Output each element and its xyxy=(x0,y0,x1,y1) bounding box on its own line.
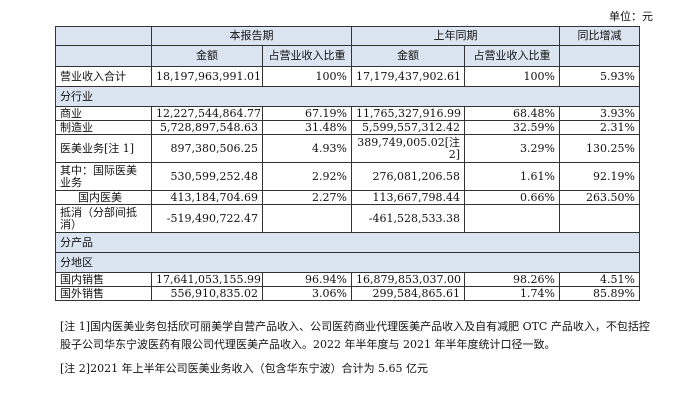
table-row: 商业 12,227,544,864.77 67.19% 11,765,327,9… xyxy=(55,106,640,121)
prior-share: 0.66% xyxy=(464,190,560,205)
row-label: 抵消（分部间抵消） xyxy=(55,204,152,233)
footnote-2: [注 2]2021 年上半年公司医美业务收入（包含华东宁波）合计为 5.65 亿… xyxy=(60,362,429,375)
row-label: 制造业 xyxy=(55,120,152,135)
yoy-change xyxy=(559,204,640,233)
prior-amount: 113,667,798.44 xyxy=(351,190,465,205)
header-yoy: 同比增减 xyxy=(559,26,640,46)
prior-share: 100% xyxy=(464,66,560,87)
prior-amount: -461,528,533.38 xyxy=(351,204,465,233)
prior-amount: 11,765,327,916.99 xyxy=(351,106,465,121)
current-amount: 897,380,506.25 xyxy=(151,134,263,163)
prior-amount: 17,179,437,902.61 xyxy=(351,66,465,87)
current-share xyxy=(262,204,352,233)
row-label: 国外销售 xyxy=(55,286,152,301)
footnote-1: [注 1]国内医美业务包括欣可丽美学自营产品收入、公司医药商业代理医美产品收入及… xyxy=(60,320,650,351)
prior-share: 32.59% xyxy=(464,120,560,135)
prior-share: 1.74% xyxy=(464,286,560,301)
table-row: 其中：国际医美业务 530,599,252.48 2.92% 276,081,2… xyxy=(55,162,640,191)
prior-amount: 276,081,206.58 xyxy=(351,162,465,191)
row-label: 营业收入合计 xyxy=(55,66,152,87)
current-amount: 530,599,252.48 xyxy=(151,162,263,191)
section-label: 分行业 xyxy=(55,86,640,107)
table-row: 抵消（分部间抵消） -519,490,722.47 -461,528,533.3… xyxy=(55,204,640,233)
prior-amount: 389,749,005.02[注2] xyxy=(351,134,465,163)
prior-share xyxy=(464,204,560,233)
current-amount: 556,910,835.02 xyxy=(151,286,263,301)
table-row: 国内医美 413,184,704.69 2.27% 113,667,798.44… xyxy=(55,190,640,205)
header-row-columns: 金额 占营业收入比重 金额 占营业收入比重 xyxy=(55,45,640,67)
header-blank xyxy=(55,26,152,46)
current-share: 3.06% xyxy=(262,286,352,301)
section-row-product: 分产品 xyxy=(55,232,640,253)
prior-share: 3.29% xyxy=(464,134,560,163)
prior-share: 68.48% xyxy=(464,106,560,121)
current-amount: 18,197,963,991.01 xyxy=(151,66,263,87)
current-amount: 12,227,544,864.77 xyxy=(151,106,263,121)
current-share: 4.93% xyxy=(262,134,352,163)
table-row-total: 营业收入合计 18,197,963,991.01 100% 17,179,437… xyxy=(55,66,640,87)
current-share: 31.48% xyxy=(262,120,352,135)
current-share: 96.94% xyxy=(262,272,352,287)
yoy-change: 3.93% xyxy=(559,106,640,121)
header-row-groups: 本报告期 上年同期 同比增减 xyxy=(55,26,640,46)
current-amount: 17,641,053,155.99 xyxy=(151,272,263,287)
current-share: 67.19% xyxy=(262,106,352,121)
yoy-change: 263.50% xyxy=(559,190,640,205)
row-label: 医美业务[注 1] xyxy=(55,134,152,163)
current-share: 100% xyxy=(262,66,352,87)
current-amount: 413,184,704.69 xyxy=(151,190,263,205)
header-blank xyxy=(55,45,152,67)
table-row: 制造业 5,728,897,548.63 31.48% 5,599,557,31… xyxy=(55,120,640,135)
header-blank xyxy=(559,45,640,67)
current-amount: -519,490,722.47 xyxy=(151,204,263,233)
yoy-change: 4.51% xyxy=(559,272,640,287)
row-label: 国内销售 xyxy=(55,272,152,287)
section-row-region: 分地区 xyxy=(55,252,640,273)
prior-amount: 299,584,865.61 xyxy=(351,286,465,301)
prior-share: 1.61% xyxy=(464,162,560,191)
row-label: 其中：国际医美业务 xyxy=(55,162,152,191)
current-amount: 5,728,897,548.63 xyxy=(151,120,263,135)
prior-share: 98.26% xyxy=(464,272,560,287)
header-amount: 金额 xyxy=(351,45,465,67)
current-share: 2.27% xyxy=(262,190,352,205)
yoy-change: 92.19% xyxy=(559,162,640,191)
section-label: 分地区 xyxy=(55,252,640,273)
prior-amount: 5,599,557,312.42 xyxy=(351,120,465,135)
section-label: 分产品 xyxy=(55,232,640,253)
table-row: 国外销售 556,910,835.02 3.06% 299,584,865.61… xyxy=(55,286,640,301)
yoy-change: 5.93% xyxy=(559,66,640,87)
yoy-change: 85.89% xyxy=(559,286,640,301)
yoy-change: 2.31% xyxy=(559,120,640,135)
row-label: 商业 xyxy=(55,106,152,121)
header-prior-period: 上年同期 xyxy=(351,26,560,46)
current-share: 2.92% xyxy=(262,162,352,191)
yoy-change: 130.25% xyxy=(559,134,640,163)
header-share: 占营业收入比重 xyxy=(464,45,560,67)
header-amount: 金额 xyxy=(151,45,263,67)
header-current-period: 本报告期 xyxy=(151,26,352,46)
header-share: 占营业收入比重 xyxy=(262,45,352,67)
prior-amount: 16,879,853,037.00 xyxy=(351,272,465,287)
section-row-industry: 分行业 xyxy=(55,86,640,107)
row-label: 国内医美 xyxy=(55,190,152,205)
revenue-table: 本报告期 上年同期 同比增减 金额 占营业收入比重 金额 占营业收入比重 营业收… xyxy=(55,26,640,301)
table-row: 国内销售 17,641,053,155.99 96.94% 16,879,853… xyxy=(55,272,640,287)
unit-label: 单位：元 xyxy=(609,10,653,23)
table-row: 医美业务[注 1] 897,380,506.25 4.93% 389,749,0… xyxy=(55,134,640,163)
